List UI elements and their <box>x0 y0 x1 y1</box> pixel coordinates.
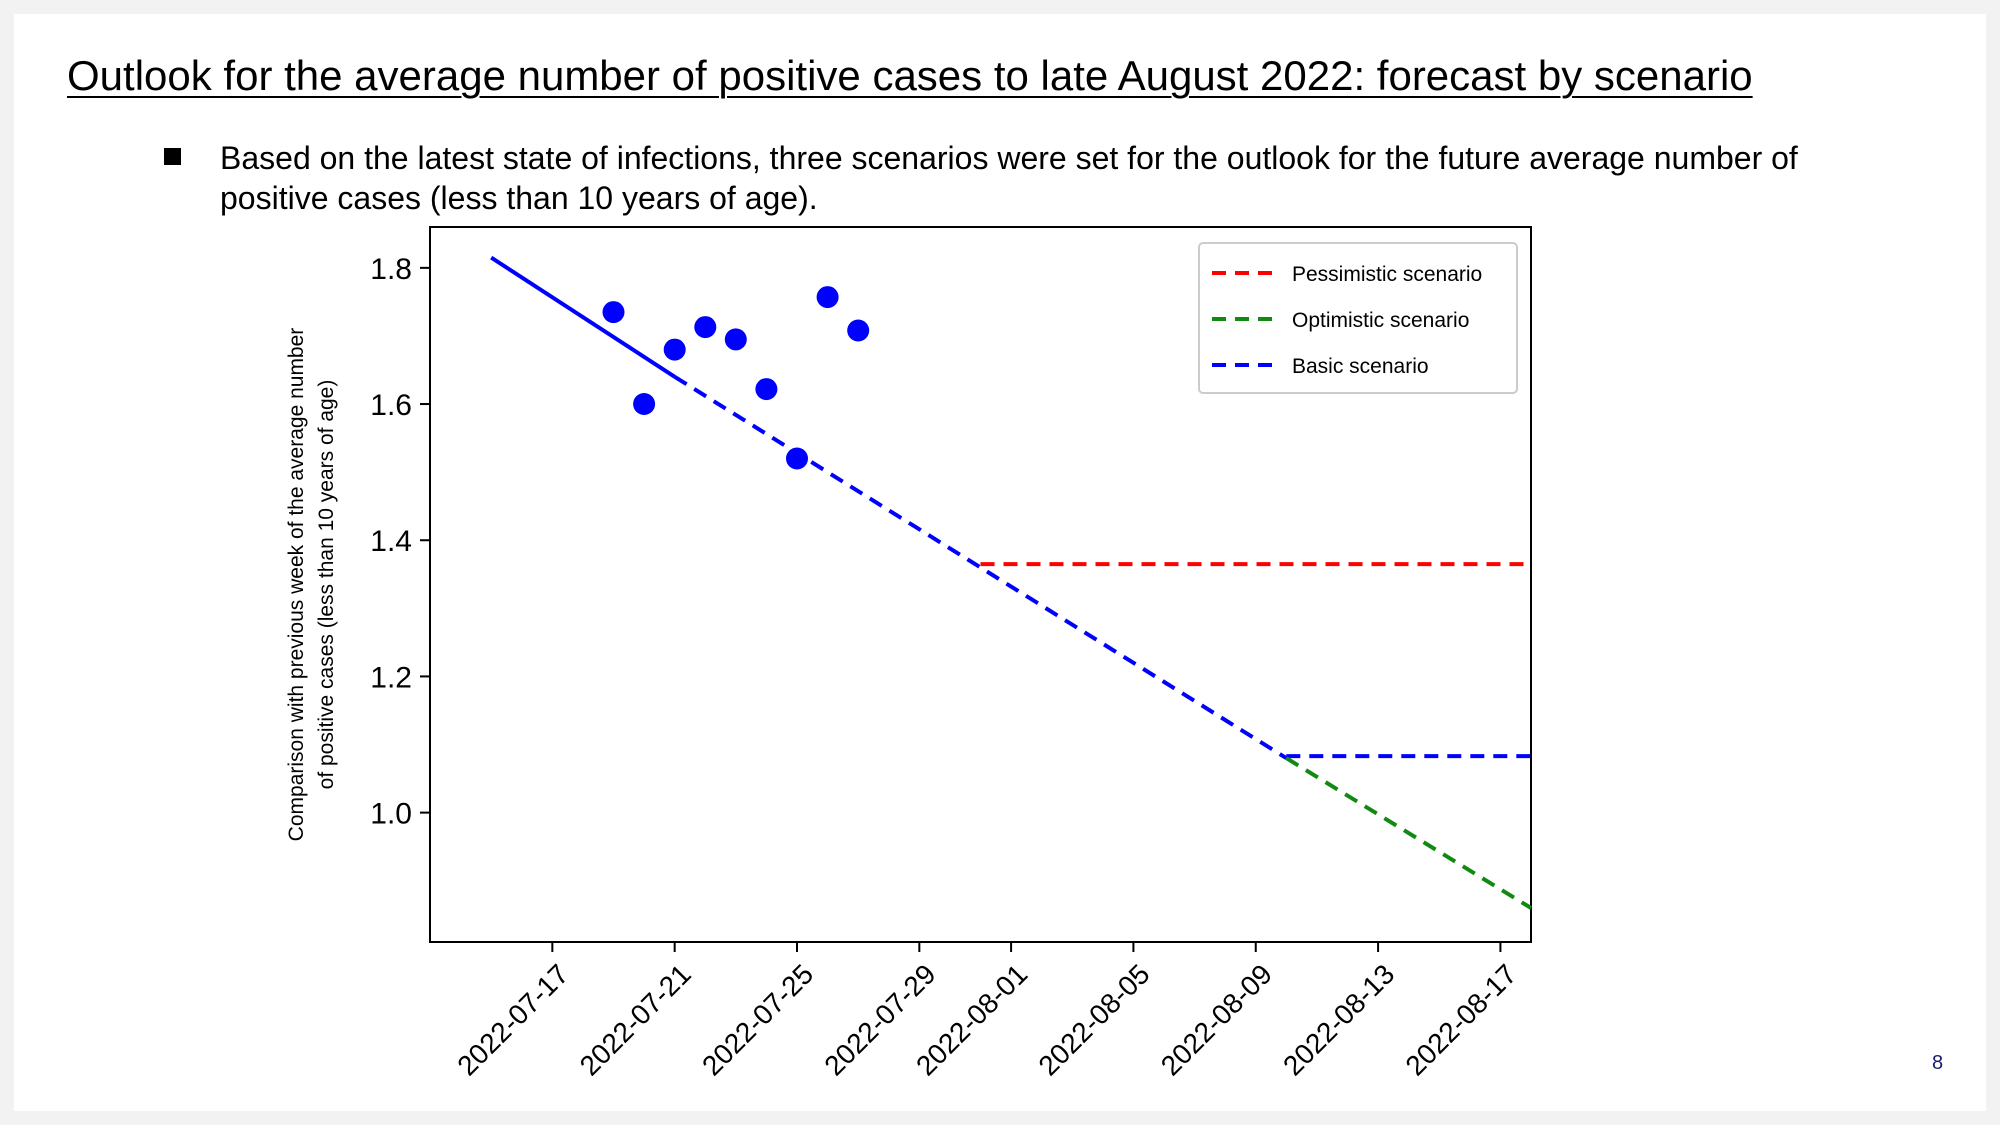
data-point <box>602 301 625 324</box>
slide-title: Outlook for the average number of positi… <box>67 52 1753 99</box>
y-axis-label: Comparison with previous week of the ave… <box>285 328 338 842</box>
y-tick-label: 1.8 <box>370 253 412 286</box>
y-tick-label: 1.0 <box>370 798 412 831</box>
series-line-basic-1 <box>673 375 1288 760</box>
y-axis-label-line: of positive cases (less than 10 years of… <box>315 380 338 790</box>
series-line-optimistic-4 <box>1285 756 1533 910</box>
x-tick-label: 2022-08-17 <box>1399 958 1522 1081</box>
y-tick-label: 1.4 <box>370 525 412 558</box>
data-point <box>724 328 747 351</box>
x-tick-label: 2022-08-09 <box>1155 958 1278 1081</box>
x-tick-label: 2022-08-13 <box>1277 958 1400 1081</box>
data-point <box>786 447 808 470</box>
legend-label-basic: Basic scenario <box>1292 355 1429 378</box>
legend-label-optimistic: Optimistic scenario <box>1292 309 1469 332</box>
y-axis-label-line: Comparison with previous week of the ave… <box>285 328 308 842</box>
bullet-text: Based on the latest state of infections,… <box>220 140 1798 216</box>
data-point <box>694 316 717 339</box>
x-tick-label: 2022-07-21 <box>574 958 697 1081</box>
data-point <box>816 286 839 309</box>
plot-frame <box>429 226 1532 943</box>
y-tick-label: 1.6 <box>370 389 412 422</box>
data-point <box>755 378 778 401</box>
x-tick-label: 2022-08-05 <box>1032 958 1155 1081</box>
x-tick-label: 2022-07-17 <box>451 958 574 1081</box>
slide: Outlook for the average number of positi… <box>14 14 1986 1111</box>
y-tick-label: 1.2 <box>370 661 412 694</box>
legend-label-pessimistic: Pessimistic scenario <box>1292 263 1482 286</box>
square-bullet-icon <box>164 148 181 165</box>
series-layer <box>490 255 1533 910</box>
data-point <box>847 319 870 342</box>
data-point <box>663 338 686 361</box>
series-line-basic-0 <box>490 255 676 379</box>
x-tick-label: 2022-07-25 <box>696 958 819 1081</box>
y-axis: 1.0 1.2 1.4 1.6 1.8 <box>370 253 430 831</box>
plot-area <box>429 226 1532 943</box>
observed-points <box>602 286 870 470</box>
chart-legend: Pessimistic scenario Optimistic scenario B… <box>1198 242 1518 394</box>
x-axis: 2022-07-17 2022-07-21 2022-07-25 2022-07-29… <box>451 942 1523 1082</box>
data-point <box>633 393 656 415</box>
legend-box <box>1198 242 1518 394</box>
page-number: 8 <box>1932 1052 1944 1074</box>
